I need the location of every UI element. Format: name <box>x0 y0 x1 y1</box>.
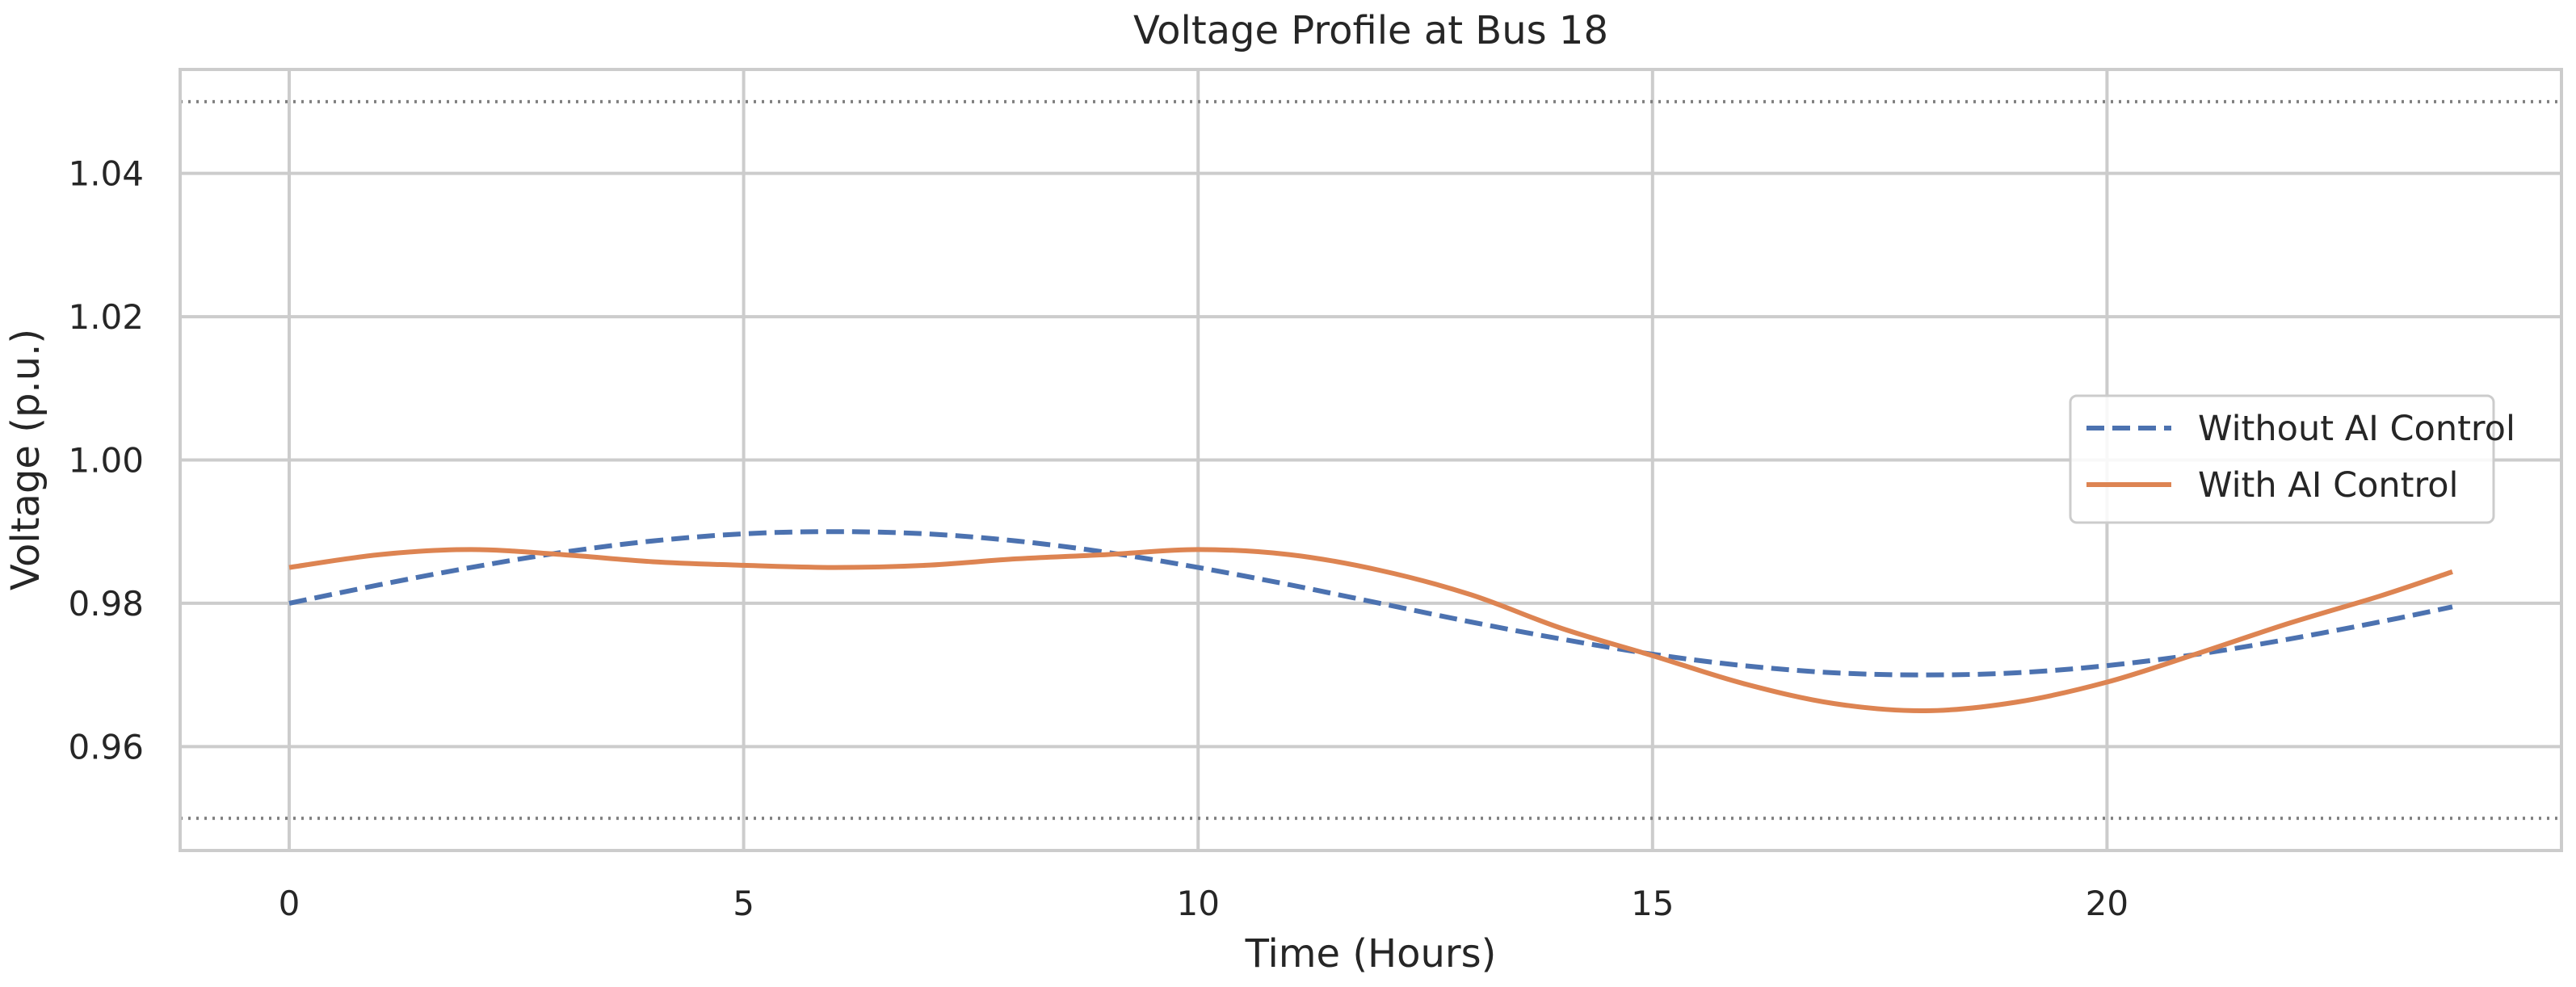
y-tick-label: 1.02 <box>68 297 144 337</box>
x-tick-label: 0 <box>279 884 300 923</box>
series-layer <box>288 529 2453 714</box>
legend-label-with-ai: With AI Control <box>2198 465 2459 506</box>
x-tick-label: 10 <box>1176 884 1219 923</box>
x-tick-label: 20 <box>2086 884 2128 923</box>
series-line-with-ai <box>288 547 2453 714</box>
x-axis-label: Time (Hours) <box>1245 931 1497 976</box>
legend-label-without-ai: Without AI Control <box>2198 409 2515 449</box>
y-tick-label: 1.04 <box>68 154 144 194</box>
y-tick-label: 0.98 <box>68 584 144 624</box>
y-tick-labels: 0.96 0.98 1.00 1.02 1.04 <box>68 154 144 767</box>
plot-frame <box>179 68 2563 852</box>
legend-box <box>2069 394 2495 524</box>
x-tick-label: 5 <box>733 884 754 923</box>
y-tick-label: 1.00 <box>68 441 144 481</box>
y-tick-label: 0.96 <box>68 727 144 766</box>
y-axis-label: Voltage (p.u.) <box>3 329 48 590</box>
reference-lines <box>180 99 2561 821</box>
x-tick-labels: 0 5 10 15 20 <box>279 884 2128 923</box>
x-tick-label: 15 <box>1631 884 1674 923</box>
chart-title: Voltage Profile at Bus 18 <box>1133 8 1608 53</box>
legend: Without AI Control With AI Control <box>2069 394 2515 524</box>
series-line-without-ai <box>288 529 2453 678</box>
